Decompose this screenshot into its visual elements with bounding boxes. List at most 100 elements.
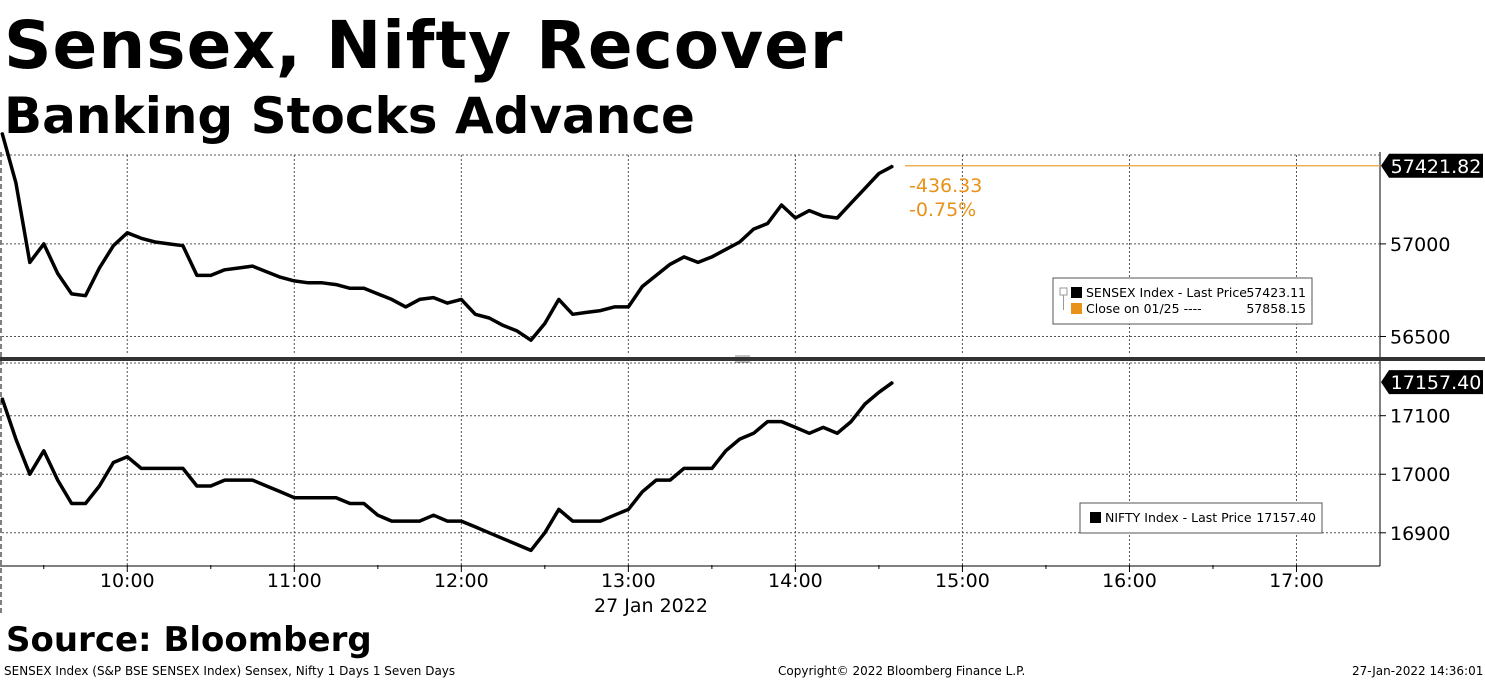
data-point [43,243,45,245]
change-value: -436.33 [909,175,982,197]
data-point [752,432,755,435]
legend-value: 17157.40 [1256,510,1316,525]
data-point [669,479,671,481]
data-point [210,274,212,277]
y-tick-label: 17000 [1390,464,1450,486]
legend-swatch [1090,512,1101,523]
data-point [404,306,407,308]
data-point [711,256,713,258]
x-tick-label: 11:00 [267,570,322,592]
data-point [307,282,310,284]
data-point [836,432,838,435]
data-point [474,313,477,316]
footer-left: SENSEX Index (S&P BSE SENSEX Index) Sens… [4,664,456,678]
data-point [599,520,602,522]
data-point [488,317,491,319]
data-point [432,514,435,516]
data-point [794,426,797,429]
data-point [892,381,894,384]
data-point [251,479,254,481]
data-point [237,479,240,481]
data-point [29,473,31,476]
data-point [585,311,588,314]
chart-subtitle: Banking Stocks Advance [4,87,695,145]
data-point [766,420,769,423]
data-point [140,467,142,470]
data-point [850,202,852,204]
data-point [182,244,184,247]
series-line [0,380,894,553]
data-point [878,172,880,175]
data-point [599,309,602,312]
legend-label: NIFTY Index - Last Price [1105,510,1252,525]
data-point [655,274,657,277]
legend-label: SENSEX Index - Last Price [1086,285,1247,300]
data-point [655,479,657,481]
data-point [98,267,101,269]
data-point [126,455,129,458]
last-price-box [1381,153,1483,178]
data-point [182,467,184,470]
data-point [98,485,101,487]
legend-value: 57423.11 [1246,285,1306,300]
legend-swatch [1071,303,1082,314]
data-point [711,467,713,470]
data-point [878,391,880,394]
data-point [808,209,811,212]
series-line [0,132,894,342]
y-tick-label: 17100 [1390,406,1450,428]
data-point [627,306,630,308]
last-price-label: 17157.40 [1391,372,1482,394]
data-point [725,450,727,452]
data-point [585,520,588,522]
data-point [293,496,296,499]
data-point [84,502,87,505]
x-tick-label: 13:00 [601,570,656,592]
data-point [112,244,115,247]
data-point [363,502,365,505]
data-point [697,467,699,470]
data-point [683,467,685,470]
data-point [752,228,755,230]
data-point [154,467,156,470]
data-point [530,339,532,342]
x-tick-label: 10:00 [100,570,155,592]
data-point [544,532,546,534]
data-point [210,485,212,487]
data-point [1,397,3,399]
data-point [738,438,741,440]
data-point [418,298,421,301]
data-point [223,269,226,271]
x-tick-label: 15:00 [935,570,990,592]
data-point [780,204,783,206]
data-point [822,426,824,429]
data-point [446,302,449,304]
data-point [558,508,560,511]
y-tick-label: 57000 [1390,234,1450,256]
data-point [349,287,351,290]
legend-box [1052,277,1313,325]
data-point [84,294,87,297]
data-point [892,165,894,167]
footer-timestamp: 27-Jan-2022 14:36:01 [1352,664,1484,678]
data-point [196,485,198,487]
data-point [446,520,449,522]
data-point [404,520,407,522]
data-point [432,296,435,299]
data-point [627,508,630,511]
data-point [530,549,532,552]
data-point [641,285,644,288]
x-tick-label: 17:00 [1269,570,1324,592]
data-point [43,450,45,452]
data-point [808,432,811,435]
data-point [794,217,797,219]
data-point [738,241,741,243]
data-point [780,420,783,423]
data-point [1,132,3,134]
last-price-label: 57421.82 [1391,156,1482,178]
data-point [766,222,769,225]
last-price-tag: 17157.40 [1381,370,1483,395]
data-point [850,420,852,423]
data-point [321,282,323,284]
